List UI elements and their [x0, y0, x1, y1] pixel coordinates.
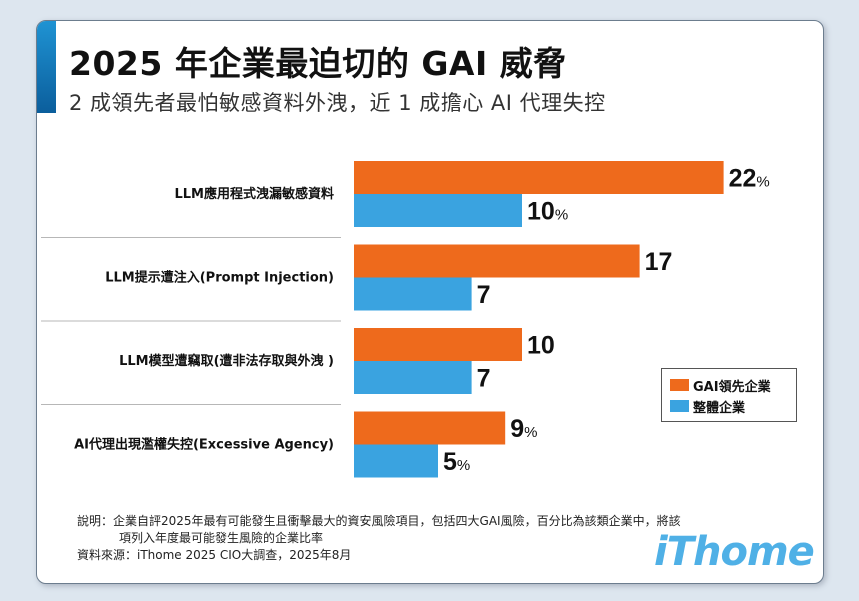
value-label: 5% — [443, 448, 470, 476]
value-label: 7 — [477, 365, 491, 393]
category-label: AI代理出現濫權失控(Excessive Agency) — [74, 437, 334, 453]
bar-leaders — [354, 161, 724, 194]
title-accent-bar — [37, 21, 56, 113]
legend-label-leaders: GAI領先企業 — [693, 379, 771, 395]
value-label: 10% — [527, 198, 568, 226]
bar-chart: LLM應用程式洩漏敏感資料 22% 10% LLM提示遭注入(Prompt Injec… — [41, 161, 770, 478]
bar-leaders — [354, 328, 522, 361]
chart-subtitle: 2 成領先者最怕敏感資料外洩，近 1 成擔心 AI 代理失控 — [69, 91, 606, 115]
legend-swatch-all — [670, 400, 689, 412]
category-label: LLM模型遭竊取(遭非法存取與外洩 ) — [119, 353, 334, 369]
source-line: 資料來源：iThome 2025 CIO大調查，2025年8月 — [77, 548, 352, 562]
chart-legend: GAI領先企業 整體企業 — [661, 368, 797, 422]
bar-all — [354, 194, 522, 227]
value-label: 9% — [510, 415, 537, 443]
chart-footnote: 說明：企業自評2025年最有可能發生且衝擊最大的資安風險項目，包括四大GAI風險… — [77, 513, 777, 564]
chart-title: 2025 年企業最迫切的 GAI 威脅 — [69, 44, 567, 83]
bar-leaders — [354, 411, 506, 445]
category-label: LLM應用程式洩漏敏感資料 — [174, 186, 334, 202]
value-label: 10 — [527, 332, 555, 360]
ithome-logo: iThome — [654, 529, 815, 575]
value-label: 17 — [645, 248, 673, 276]
legend-label-all: 整體企業 — [693, 400, 746, 416]
legend-item-all: 整體企業 — [670, 397, 746, 416]
value-label: 22% — [729, 165, 770, 193]
chart-card: 2025 年企業最迫切的 GAI 威脅 2 成領先者最怕敏感資料外洩，近 1 成… — [36, 20, 824, 584]
footnote-line-2: 項列入年度最可能發生風險的企業比率 — [119, 531, 324, 545]
bar-all — [354, 361, 472, 394]
bar-all — [354, 444, 438, 478]
footnote-line-1: 說明：企業自評2025年最有可能發生且衝擊最大的資安風險項目，包括四大GAI風險… — [77, 514, 681, 528]
category-label: LLM提示遭注入(Prompt Injection) — [105, 270, 334, 286]
legend-item-leaders: GAI領先企業 — [670, 376, 771, 395]
legend-swatch-leaders — [670, 379, 689, 391]
bar-all — [354, 277, 472, 311]
bar-leaders — [354, 244, 640, 278]
value-label: 7 — [477, 281, 491, 309]
